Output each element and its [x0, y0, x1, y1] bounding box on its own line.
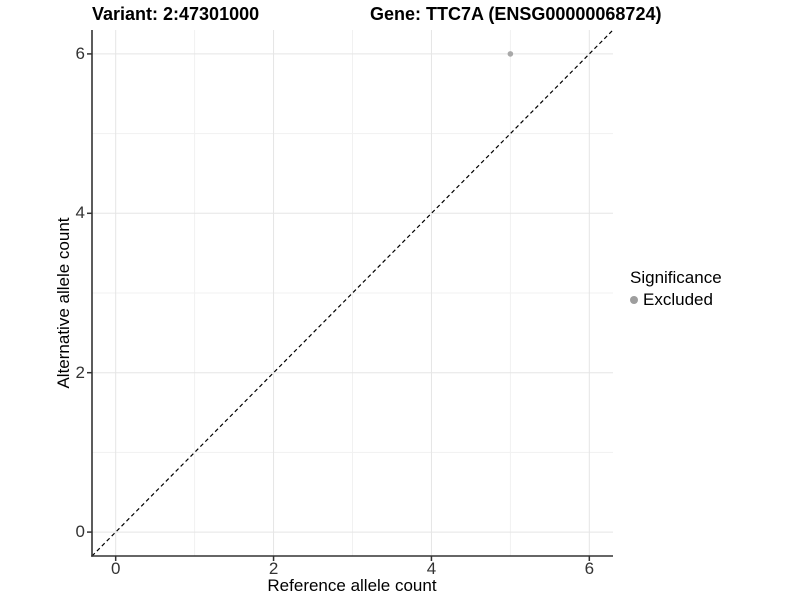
legend: Significance Excluded	[630, 268, 722, 310]
legend-entry-excluded: Excluded	[630, 290, 722, 310]
x-tick-label: 6	[584, 559, 595, 578]
legend-point-icon	[630, 296, 638, 304]
legend-title: Significance	[630, 268, 722, 287]
x-tick-label: 4	[426, 559, 437, 578]
identity-dashed-line	[91, 29, 614, 557]
x-tick-label: 0	[110, 559, 121, 578]
scatter-point-excluded	[507, 51, 514, 57]
gene-title: Gene: TTC7A (ENSG00000068724)	[370, 4, 662, 24]
y-tick-label: 0	[75, 522, 85, 542]
y-tick-label: 6	[75, 43, 85, 63]
y-tick-label: 2	[75, 362, 85, 382]
x-tick-label: 2	[268, 559, 279, 578]
x-axis-title: Reference allele count	[267, 576, 437, 595]
variant-title: Variant: 2:47301000	[92, 4, 260, 24]
y-tick-label: 4	[75, 203, 85, 223]
legend-entry-label: Excluded	[643, 290, 713, 309]
